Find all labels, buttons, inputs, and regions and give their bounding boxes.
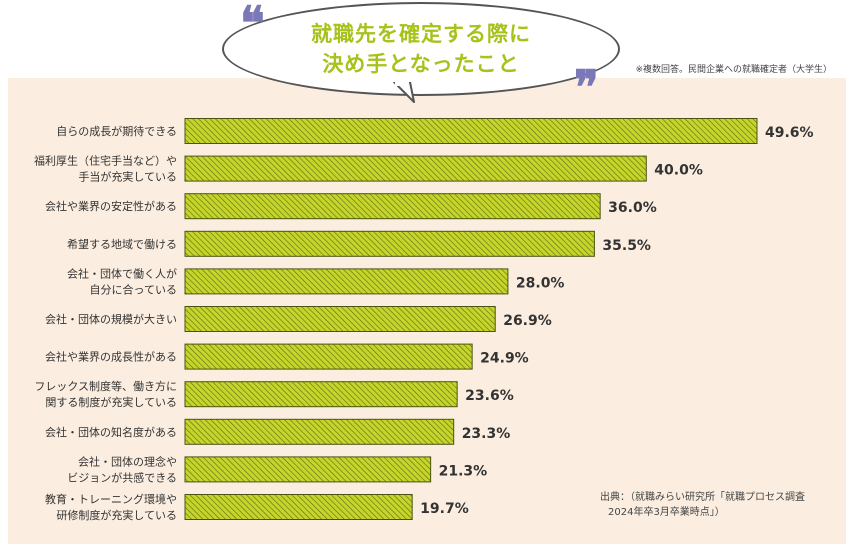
bar-5	[184, 268, 509, 295]
bar-8	[184, 381, 458, 408]
value-label-1: 49.6%	[765, 125, 814, 141]
value-label-5: 28.0%	[516, 275, 565, 291]
value-label-7: 24.9%	[480, 351, 529, 367]
value-label-10: 21.3%	[439, 463, 488, 479]
bar-10	[184, 456, 432, 483]
bar-7	[184, 343, 473, 370]
bar-4	[184, 230, 595, 257]
category-label-4: 希望する地域で働ける	[67, 237, 177, 251]
bar-11	[184, 494, 413, 520]
value-label-6: 26.9%	[503, 313, 552, 329]
value-label-4: 35.5%	[602, 238, 651, 254]
source-note: 出典：（就職みらい研究所「就職プロセス調査 2024年卒3月卒業時点」）	[600, 490, 805, 520]
source-line2: 2024年卒3月卒業時点」）	[608, 507, 725, 518]
category-label-2: 福利厚生（住宅手当など）や手当が充実している	[34, 154, 177, 184]
chart-title-line1: 就職先を確定する際に	[311, 22, 531, 46]
survey-note: ※複数回答。民間企業への就職確定者（大学生）	[635, 65, 832, 75]
bar-6	[184, 306, 496, 332]
category-label-9: 会社・団体の知名度がある	[45, 425, 177, 439]
bar-9	[184, 418, 455, 445]
value-label-11: 19.7%	[420, 501, 469, 517]
value-label-8: 23.6%	[465, 388, 514, 404]
category-label-8: フレックス制度等、働き方に関する制度が充実している	[34, 379, 177, 409]
value-label-2: 40.0%	[654, 163, 703, 179]
close-quote-icon: ❞	[574, 60, 599, 114]
bar-3	[184, 193, 601, 220]
value-label-3: 36.0%	[608, 200, 657, 216]
source-line1: 出典：（就職みらい研究所「就職プロセス調査	[600, 492, 805, 503]
category-label-6: 会社・団体の規模が大きい	[45, 312, 177, 326]
bar-2	[184, 155, 647, 182]
category-label-11: 教育・トレーニング環境や研修制度が充実している	[45, 492, 177, 522]
open-quote-icon: ❝	[240, 0, 265, 50]
title-bubble	[222, 2, 620, 96]
bar-1	[184, 118, 758, 144]
bubble-tail	[393, 82, 415, 103]
category-label-10: 会社・団体の理念やビジョンが共感できる	[67, 454, 177, 484]
value-label-9: 23.3%	[462, 426, 511, 442]
category-label-5: 会社・団体で働く人が自分に合っている	[67, 266, 177, 296]
category-label-3: 会社や業界の安定性がある	[45, 199, 177, 213]
category-label-1: 自らの成長が期待できる	[56, 124, 177, 138]
category-label-7: 会社や業界の成長性がある	[45, 350, 177, 364]
chart-title-line2: 決め手となったこと	[322, 52, 520, 76]
